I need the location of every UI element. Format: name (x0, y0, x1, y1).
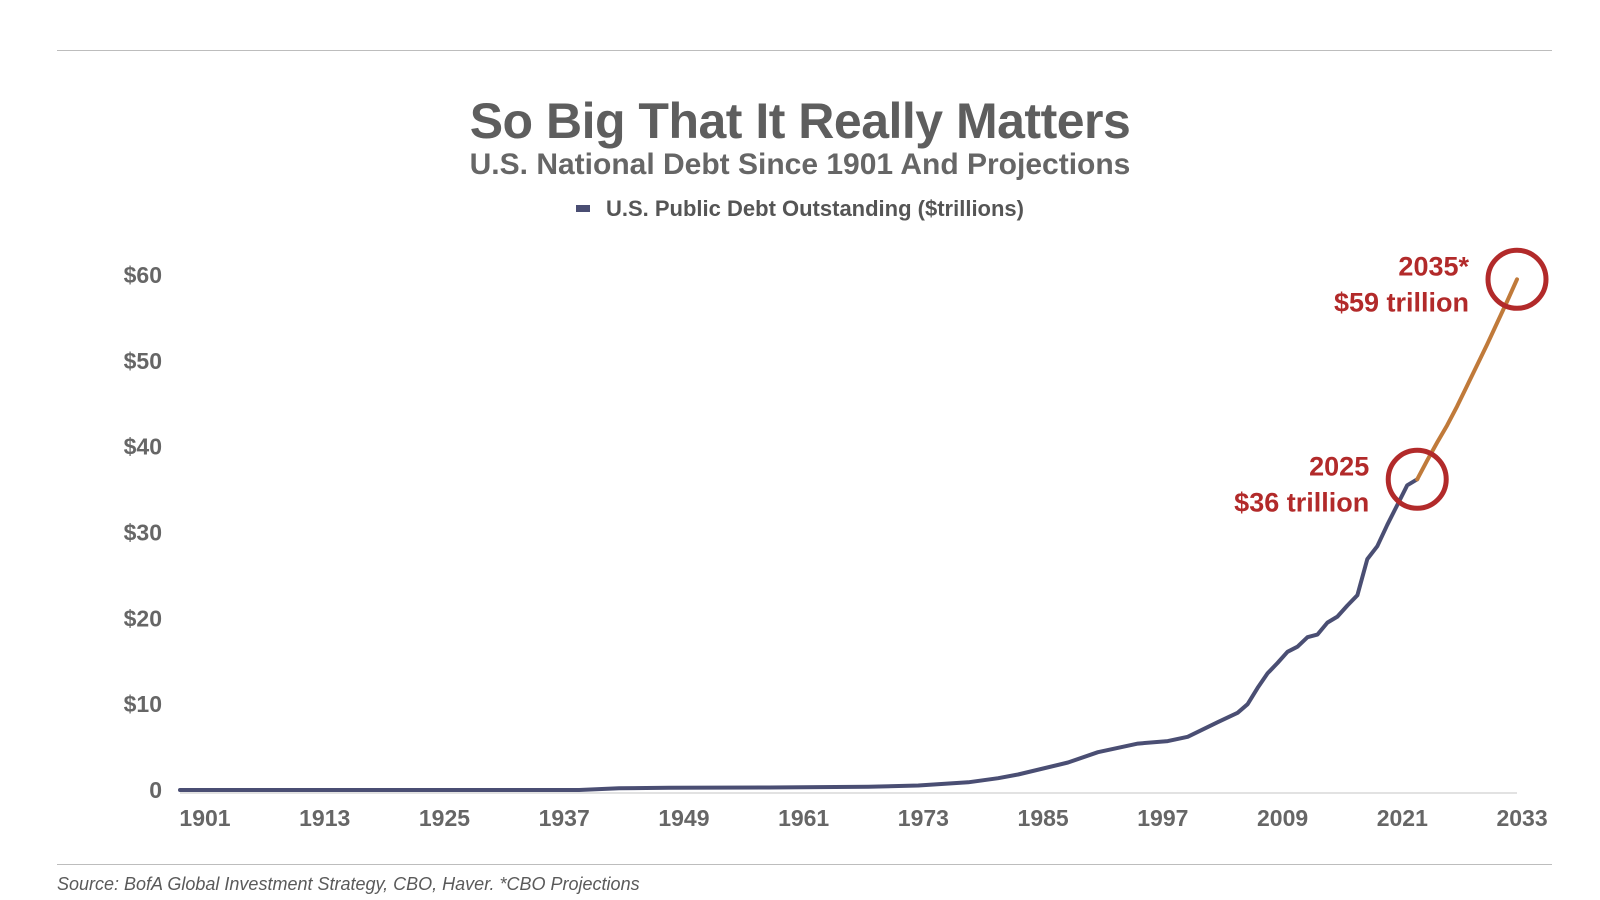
x-tick-label: 1961 (778, 805, 829, 831)
annotation-value: $59 trillion (1334, 287, 1469, 317)
y-tick-label: $60 (124, 262, 162, 288)
annotation-value: $36 trillion (1234, 487, 1369, 517)
bottom-divider (57, 864, 1552, 865)
x-tick-label: 1925 (419, 805, 470, 831)
annotation-circle (1485, 247, 1549, 311)
x-tick-label: 2021 (1377, 805, 1428, 831)
y-tick-label: $40 (124, 434, 162, 460)
y-tick-label: $30 (124, 520, 162, 546)
x-tick-label: 1997 (1137, 805, 1188, 831)
legend-swatch (575, 204, 590, 212)
x-tick-label: 1949 (658, 805, 709, 831)
x-tick-label: 2009 (1257, 805, 1308, 831)
chart-subtitle: U.S. National Debt Since 1901 And Projec… (469, 148, 1131, 181)
debt-projection-line (1415, 277, 1519, 482)
x-tick-label: 1913 (299, 805, 350, 831)
annotation-year: 2035* (1398, 251, 1469, 281)
debt-history-line (178, 477, 1420, 792)
x-tick-label: 1973 (898, 805, 949, 831)
y-tick-label: $50 (124, 348, 162, 374)
chart-legend: U.S. Public Debt Outstanding ($trillions… (0, 196, 1600, 222)
source-note: Source: BofA Global Investment Strategy,… (57, 874, 640, 894)
chart-title: So Big That It Really Matters (469, 93, 1131, 149)
y-tick-label: $10 (124, 691, 162, 717)
legend-label: U.S. Public Debt Outstanding ($trillions… (605, 196, 1024, 221)
x-tick-label: 1937 (539, 805, 590, 831)
x-tick-label: 1985 (1018, 805, 1069, 831)
y-tick-label: $20 (124, 605, 162, 631)
annotation-circle (1385, 447, 1449, 511)
x-tick-label: 2033 (1496, 805, 1547, 831)
annotation-year: 2025 (1309, 451, 1369, 481)
x-tick-label: 1901 (179, 805, 230, 831)
y-tick-label: 0 (149, 777, 162, 803)
top-divider (57, 50, 1552, 51)
